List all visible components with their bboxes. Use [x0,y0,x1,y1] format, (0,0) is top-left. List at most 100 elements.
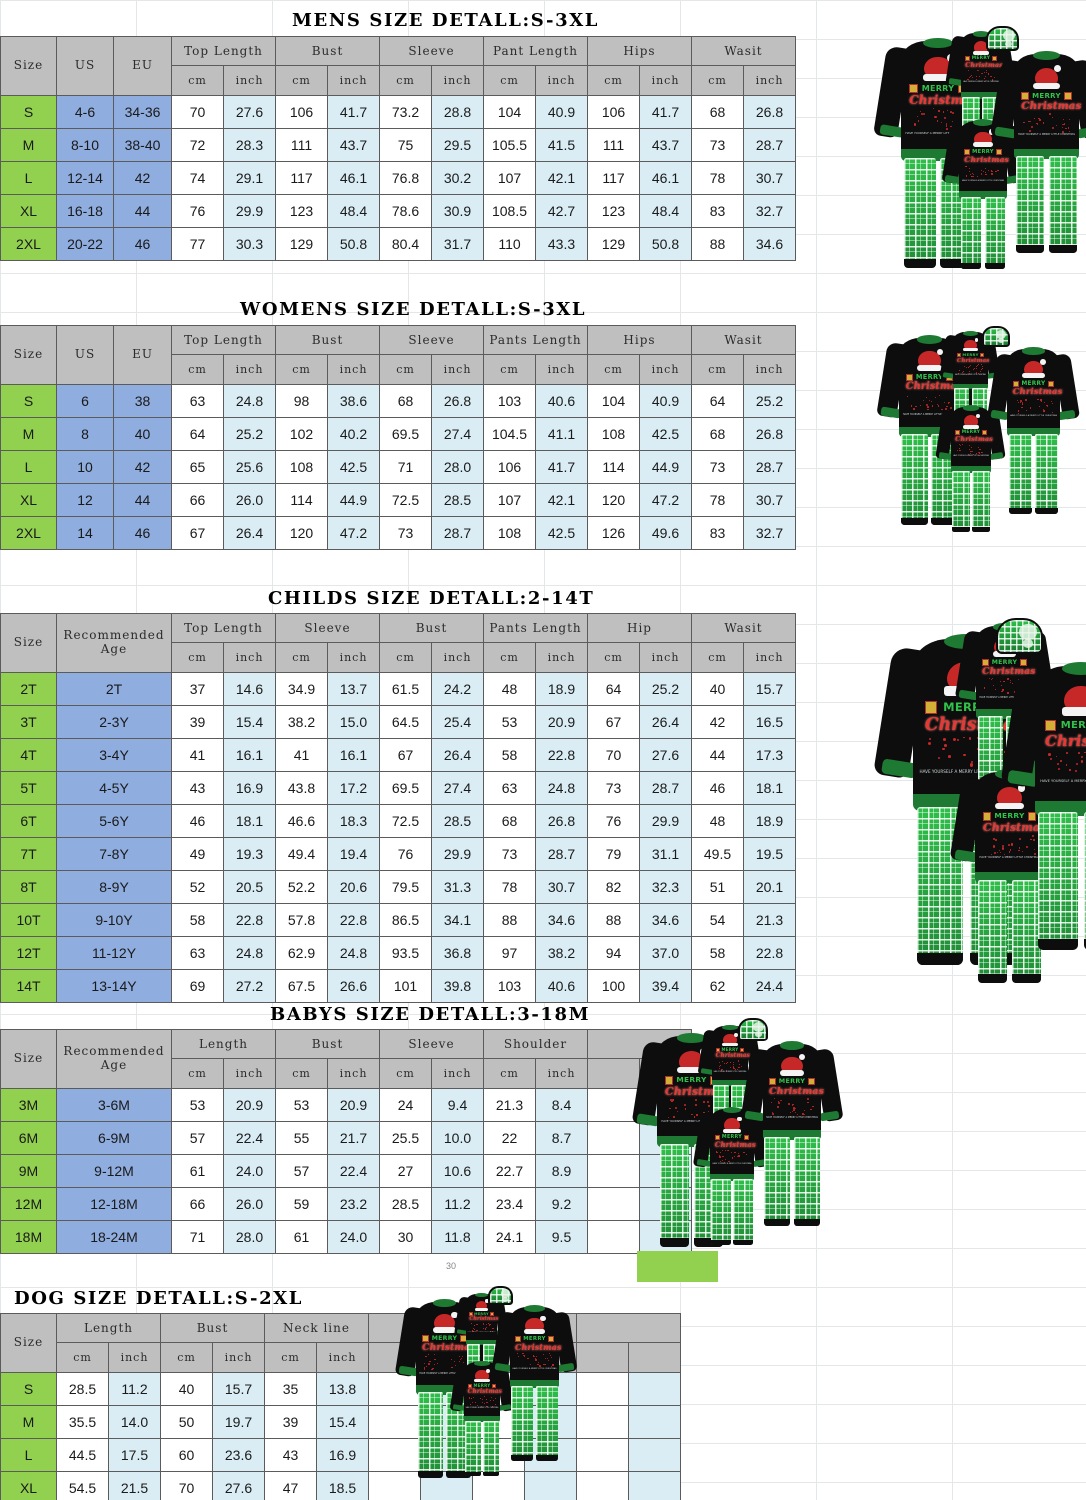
hood-opening [1019,624,1036,640]
cell-inch: 50.8 [328,228,380,261]
cell-inch: 42.1 [536,162,588,195]
cell-inch: 28.0 [224,1221,276,1254]
cell-size: 3M [1,1089,57,1122]
graphic-speck [428,1363,430,1365]
cell-size: 2XL [1,228,57,261]
cell-cm: 72.5 [380,805,432,838]
cell-inch: 24.8 [328,937,380,970]
graphic-speck [492,1328,493,1329]
cell-inch: 39.8 [432,970,484,1003]
cell-cm: 53 [172,1089,224,1122]
col-header-us: US [57,37,114,96]
unit-header-cm: cm [276,355,328,385]
cell-cm: 104 [484,96,536,129]
cell-cm: 80.4 [380,228,432,261]
tagline-text: HAVE YOURSELF A MERRY LITTLE CHRISTMAS [1037,779,1086,784]
unit-header-cm: cm [161,1343,213,1373]
cell-cm: 49.5 [692,838,744,871]
graphic-speck [1051,401,1052,402]
cell-inch: 27.6 [640,739,692,772]
cell-inch: 8.7 [536,1122,588,1155]
graphic-speck [485,1328,486,1329]
cell-recommended: 13-14Y [57,970,172,1003]
unit-header-cm: cm [588,355,640,385]
graphic-speck [797,1114,798,1115]
cell-cm: 67 [172,517,224,550]
gift-box-icon [422,1335,429,1342]
cell-eu: 38-40 [114,129,172,162]
unit-header-cm: cm [172,1059,224,1089]
graphic-speck [719,1066,720,1067]
cell-cm: 53 [484,706,536,739]
collar [1022,347,1044,355]
col-header-top-length: Top Length [172,37,276,66]
cell-size: XL [1,1472,57,1500]
cell-inch: 26.8 [744,418,796,451]
unit-header-inch: inch [536,643,588,673]
cell-inch: 37.0 [640,937,692,970]
table-row: XL 12 44 66 26.0 114 44.9 72.5 28.5 107 42.1 120 47.… [1,484,796,517]
cell-inch: 20.9 [328,1089,380,1122]
cell-cm: 52 [172,871,224,904]
cell-inch: 47.2 [328,517,380,550]
cell-cm: 76 [172,195,224,228]
cell-size: L [1,162,57,195]
graphic-speck [518,1356,519,1357]
graphic-speck [1000,681,1001,682]
graphic-speck [480,1398,481,1399]
cell-inch: 8.4 [536,1089,588,1122]
plaid-dog-hood [488,1286,513,1305]
graphic-speck [730,1062,731,1063]
cell-inch: 10.0 [432,1122,484,1155]
christmas-text: Christmas [515,1343,554,1352]
graphic-speck [722,1061,723,1062]
col-header-length: Length [57,1314,161,1343]
cell-inch: 19.4 [328,838,380,871]
col-header-wasit: Wasit [692,326,796,355]
dog-size-table: Size Length Bust Neck line cm inch cm inch cm inc… [0,1313,681,1500]
cell-cm: 73 [588,772,640,805]
pajama-set: MERRYChristmasHAVE YOURSELF A MERRY LITT… [1006,660,1086,960]
size-chart-page: MENS SIZE DETALL:S-3XL Size US EU Top Lengt… [0,0,1086,1500]
cell-cm: 63 [172,385,224,418]
cell-inch: 31.3 [432,871,484,904]
graphic-speck [979,76,980,77]
cell-cm: 42 [692,706,744,739]
cell-blank [588,1122,640,1155]
cell-inch: 19.3 [224,838,276,871]
graphic-speck [548,1360,549,1361]
cell-inch: 15.4 [224,706,276,739]
cell-cm: 49.4 [276,838,328,871]
cell-cm: 111 [276,129,328,162]
merry-text: MERRY [961,353,979,358]
collar [780,1041,804,1049]
graphic-speck [1060,760,1062,762]
hood-ear [502,1297,507,1302]
graphic-speck [970,453,971,454]
graphic-speck [471,1323,472,1324]
cell-blank [629,1439,681,1472]
cell-cm: 73 [692,451,744,484]
cell-inch: 48.4 [328,195,380,228]
cell-size: 4T [1,739,57,772]
cell-inch: 24.8 [224,385,276,418]
collar [917,335,942,344]
cell-size: 9M [1,1155,57,1188]
cell-inch: 30.2 [432,162,484,195]
cell-size: 12T [1,937,57,970]
collar [524,1305,545,1312]
cell-cm: 123 [588,195,640,228]
cell-cm: 64 [172,418,224,451]
cell-cm: 97 [484,937,536,970]
cell-inch: 30.7 [536,871,588,904]
cell-recommended: 9-10Y [57,904,172,937]
cell-inch: 15.0 [328,706,380,739]
cell-cm: 67.5 [276,970,328,1003]
ankle-cuff-left [465,1472,481,1476]
cell-size: 2XL [1,517,57,550]
graphic-speck [962,444,963,445]
graphic-speck [492,1406,493,1407]
graphic-speck [522,1353,524,1355]
graphic-speck [1001,685,1002,686]
cell-inch: 27.6 [224,96,276,129]
